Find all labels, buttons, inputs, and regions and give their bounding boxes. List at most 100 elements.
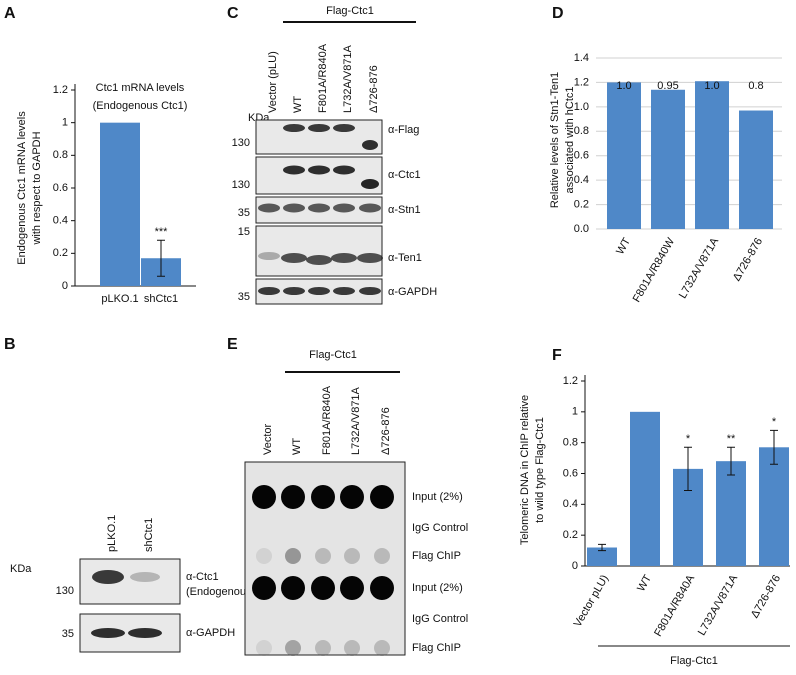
y-tick-label: 1.2 bbox=[563, 375, 578, 387]
y-axis-label: to wild type Flag-Ctc1 bbox=[534, 417, 546, 523]
blot-band bbox=[333, 287, 355, 295]
blot-frame bbox=[79, 558, 181, 605]
panel-letter: B bbox=[4, 336, 16, 353]
error-bar bbox=[770, 429, 778, 465]
x-tick-label: L732A/V871A bbox=[677, 235, 722, 300]
antibody-label: α-Stn1 bbox=[388, 204, 421, 216]
row-label: Flag ChIP bbox=[412, 550, 461, 562]
x-tick-label: F801A/R840W bbox=[631, 235, 678, 304]
x-tick-label: shCtc1 bbox=[144, 293, 178, 305]
blot-spot bbox=[344, 640, 360, 656]
blot-band bbox=[283, 287, 305, 295]
bar bbox=[630, 411, 660, 566]
significance-mark: * bbox=[772, 416, 777, 428]
bar-annotation: 1.0 bbox=[704, 80, 719, 92]
x-tick-label: pLKO.1 bbox=[101, 293, 138, 305]
x-tick-label: Δ726-876 bbox=[731, 236, 765, 283]
chart-title: Ctc1 mRNA levels bbox=[96, 82, 185, 94]
y-tick-label: 1 bbox=[62, 117, 68, 129]
blot-band bbox=[362, 140, 378, 150]
bar bbox=[739, 110, 773, 229]
blot-band bbox=[333, 203, 355, 213]
y-tick-label: 0.2 bbox=[53, 247, 68, 259]
blot-spot bbox=[285, 640, 301, 656]
blot-band bbox=[308, 165, 330, 175]
blot-band bbox=[258, 287, 280, 295]
antibody-label: α-Flag bbox=[388, 124, 419, 136]
lane-label: Δ726-876 bbox=[380, 407, 392, 455]
row-label: Input (2%) bbox=[412, 582, 463, 594]
bar bbox=[607, 82, 641, 229]
antibody-label: α-Ctc1 bbox=[186, 571, 219, 583]
panel-letter: C bbox=[227, 5, 239, 22]
blot-band bbox=[357, 253, 383, 263]
group-label: Flag-Ctc1 bbox=[326, 5, 374, 17]
blot-spot bbox=[370, 576, 394, 600]
panel-letter: E bbox=[227, 336, 238, 353]
blot-spot bbox=[374, 640, 390, 656]
bar-annotation: 0.8 bbox=[748, 80, 763, 92]
blot-band bbox=[333, 165, 355, 175]
error-bar bbox=[727, 446, 735, 476]
antibody-note: (Endogenous) bbox=[186, 586, 255, 598]
y-tick-label: 0.8 bbox=[563, 437, 578, 449]
size-marker: 35 bbox=[238, 207, 250, 219]
blot-spot bbox=[374, 548, 390, 564]
significance-mark: * bbox=[686, 433, 691, 445]
lane-label: F801A/R840A bbox=[321, 385, 333, 455]
bar bbox=[716, 461, 746, 566]
y-tick-label: 1.2 bbox=[574, 76, 589, 88]
blot-band bbox=[283, 165, 305, 175]
bar-annotation: 1.0 bbox=[616, 80, 631, 92]
lane-label: WT bbox=[291, 438, 303, 455]
blot-spot bbox=[340, 485, 364, 509]
bar-annotation: 0.95 bbox=[657, 80, 678, 92]
significance-mark: *** bbox=[155, 226, 169, 238]
x-tick-label: Δ726-876 bbox=[749, 573, 783, 620]
size-marker: 130 bbox=[232, 137, 250, 149]
y-tick-label: 0.6 bbox=[53, 182, 68, 194]
panel-letter: D bbox=[552, 5, 564, 22]
blot-band bbox=[283, 124, 305, 132]
antibody-label: α-Ten1 bbox=[388, 252, 422, 264]
y-tick-label: 0.4 bbox=[574, 174, 589, 186]
row-label: Input (2%) bbox=[412, 491, 463, 503]
significance-mark: ** bbox=[727, 433, 736, 445]
lane-label: Vector (pLU) bbox=[267, 51, 279, 113]
lane-label: WT bbox=[292, 96, 304, 113]
bar bbox=[100, 122, 140, 287]
antibody-label: α-GAPDH bbox=[186, 627, 235, 639]
blot-spot bbox=[252, 576, 276, 600]
blot-spot bbox=[281, 485, 305, 509]
bar bbox=[759, 447, 789, 566]
chart-subtitle: (Endogenous Ctc1) bbox=[93, 100, 188, 112]
error-bar bbox=[684, 446, 692, 491]
size-marker: 35 bbox=[238, 291, 250, 303]
blot-band bbox=[258, 203, 280, 213]
error-bar bbox=[157, 239, 165, 277]
size-unit: KDa bbox=[10, 563, 32, 575]
blot-band bbox=[308, 124, 330, 132]
lane-label: Vector bbox=[262, 423, 274, 455]
y-tick-label: 0.0 bbox=[574, 223, 589, 235]
y-tick-label: 1.4 bbox=[574, 52, 589, 64]
y-tick-label: 0.6 bbox=[574, 150, 589, 162]
blot-spot bbox=[311, 576, 335, 600]
y-tick-label: 1.0 bbox=[574, 101, 589, 113]
x-tick-label: WT bbox=[635, 573, 654, 594]
blot-band bbox=[283, 203, 305, 213]
y-axis-label: associated with hCtc1 bbox=[564, 87, 576, 194]
blot-band bbox=[306, 255, 332, 265]
lane-label: F801A/R840A bbox=[317, 43, 329, 113]
y-tick-label: 0.2 bbox=[563, 529, 578, 541]
y-tick-label: 0.2 bbox=[574, 198, 589, 210]
lane-label: shCtc1 bbox=[143, 518, 155, 552]
blot-band bbox=[92, 570, 124, 584]
blot-band bbox=[128, 628, 162, 638]
lane-label: pLKO.1 bbox=[106, 515, 118, 552]
lane-label: L732A/V871A bbox=[350, 386, 362, 455]
blot-band bbox=[308, 287, 330, 295]
group-label: Flag-Ctc1 bbox=[309, 349, 357, 361]
antibody-label: α-GAPDH bbox=[388, 286, 437, 298]
blot-band bbox=[130, 572, 160, 582]
